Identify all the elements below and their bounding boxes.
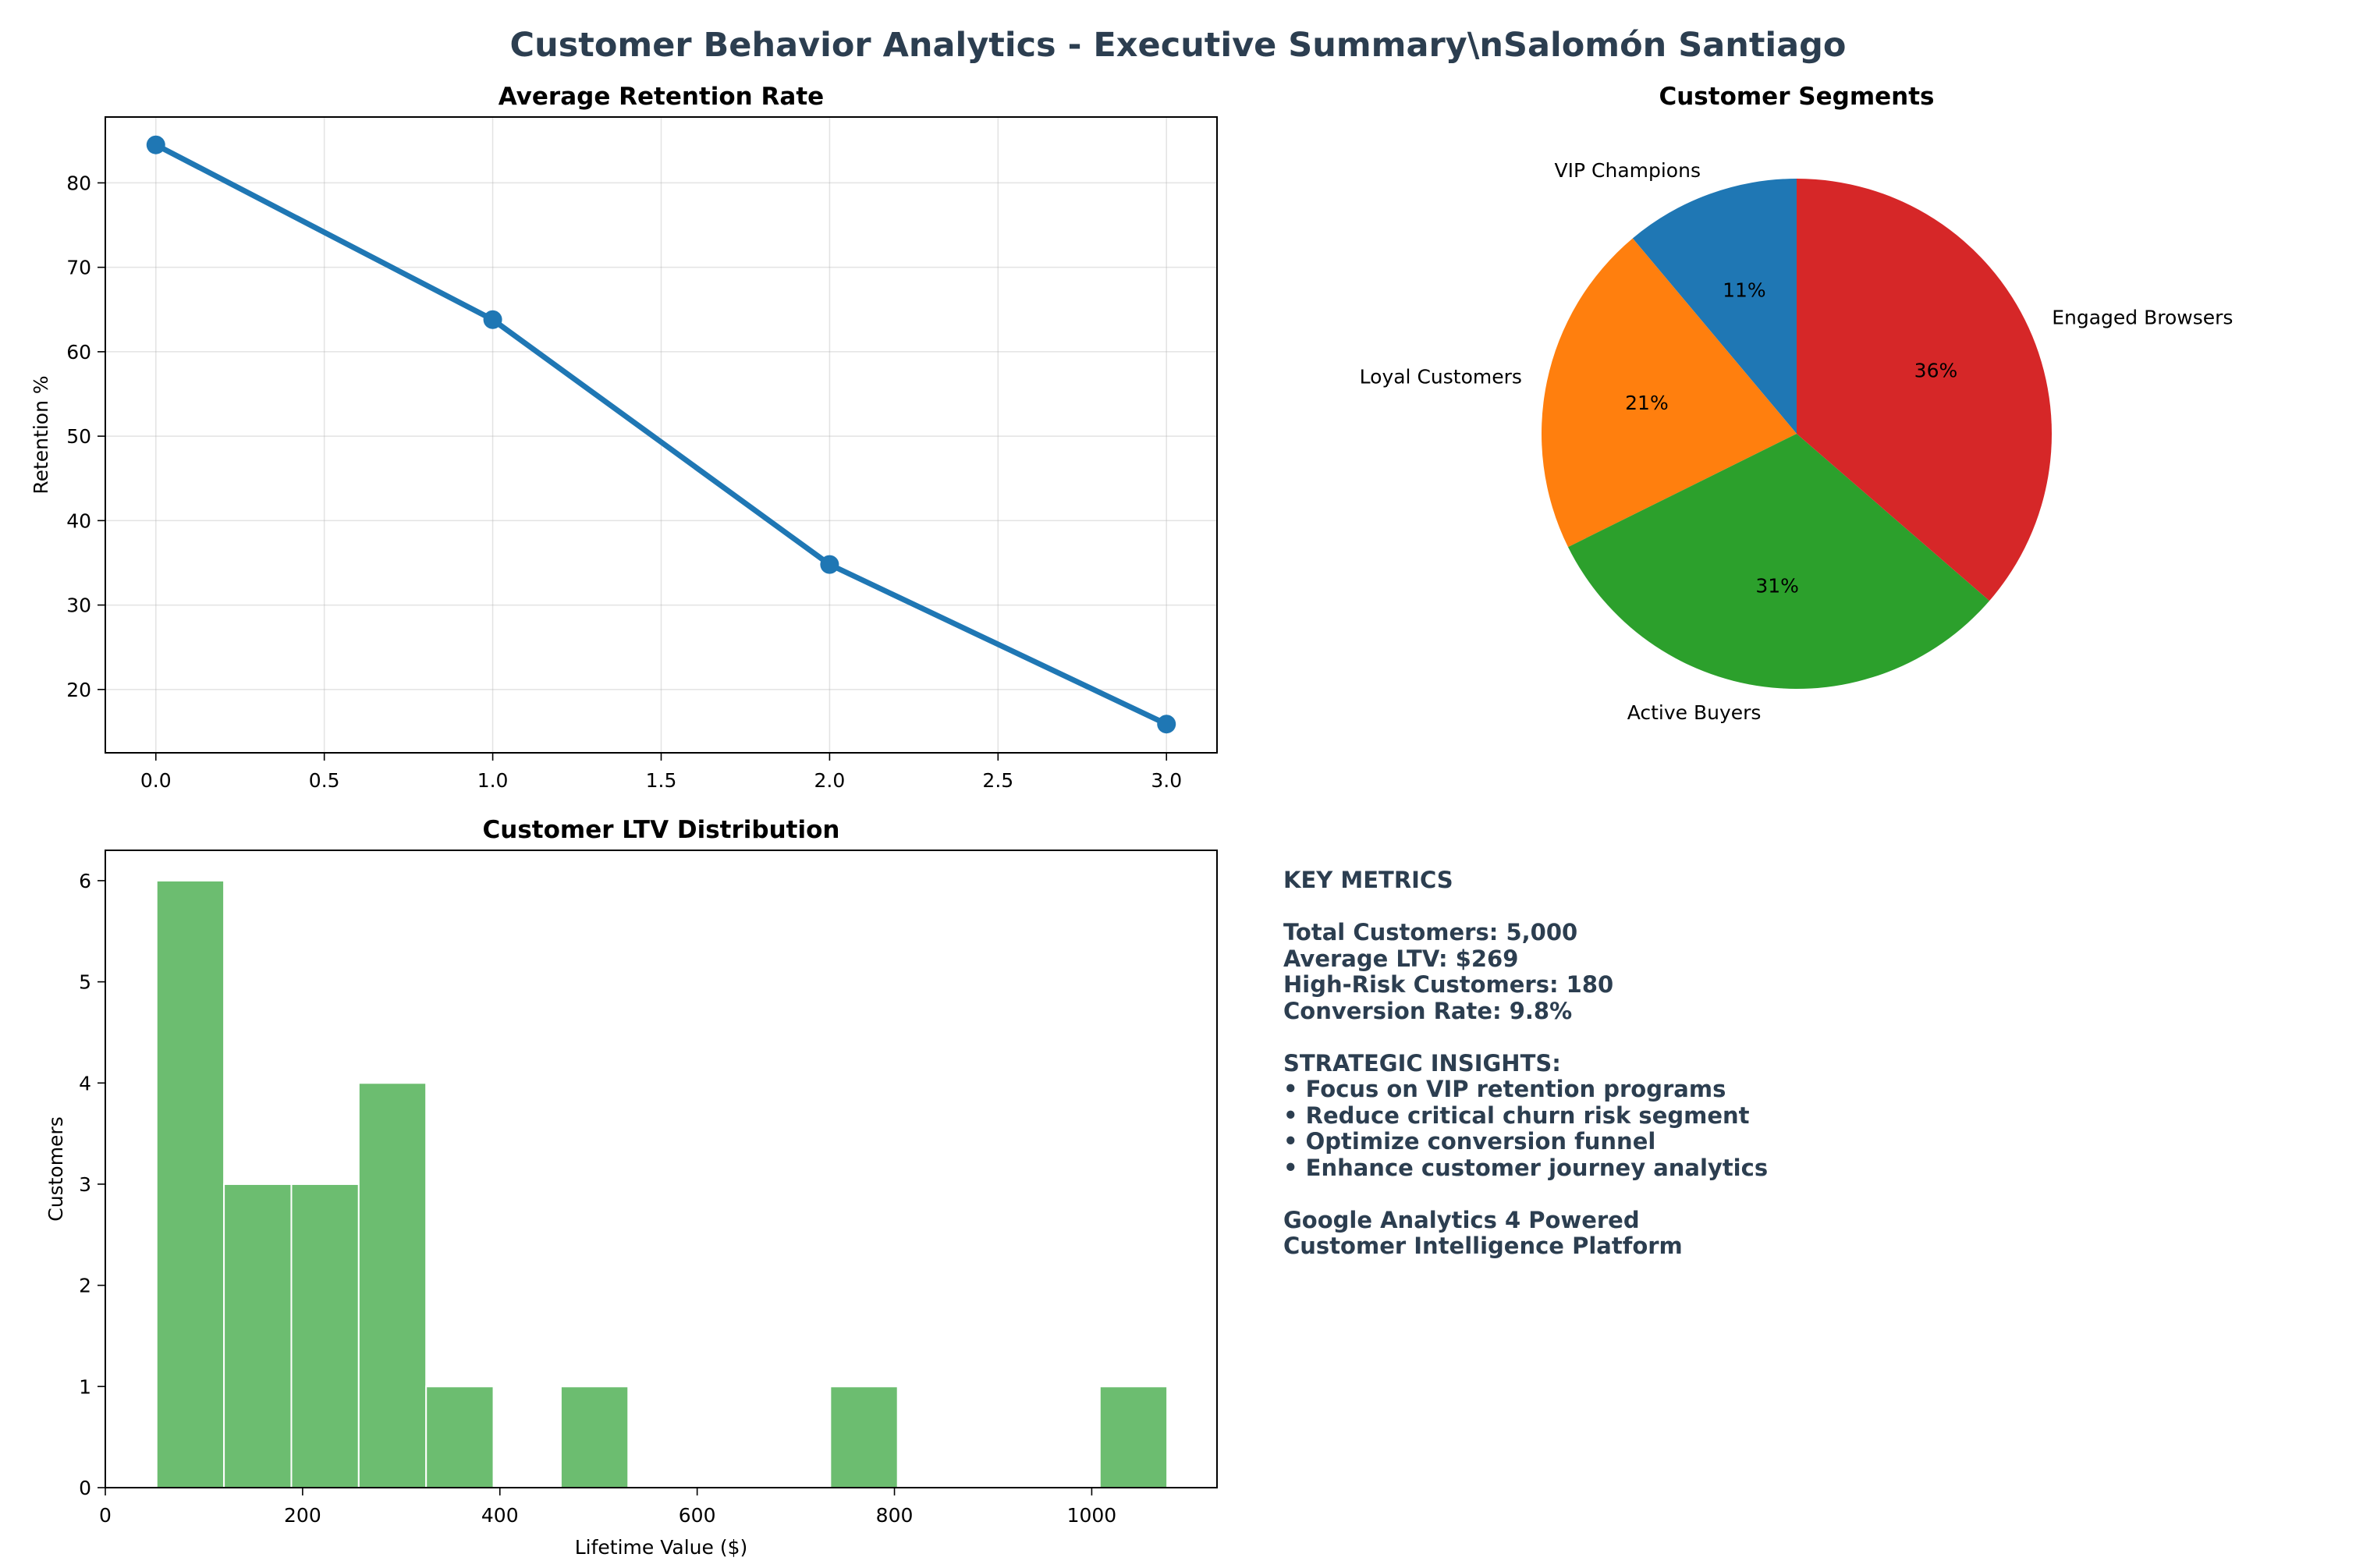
x-tick-label: 0.0 (140, 769, 172, 792)
key-metrics-panel: KEY METRICS Total Customers: 5,000 Average… (1283, 867, 2297, 1260)
retention-series-line (153, 142, 1169, 727)
y-tick-label: 3 (79, 1173, 91, 1196)
ltv-histogram-chart: 0 200 400 600 800 1000 0 1 2 3 4 5 6 Customer LTV Dis… (44, 816, 1218, 1559)
x-axis-label: Lifetime Value ($) (575, 1536, 748, 1559)
metrics-text-line: Google Analytics 4 Powered (1283, 1206, 1640, 1233)
y-tick-label: 40 (66, 509, 91, 532)
y-tick-label: 5 (79, 971, 91, 994)
y-tick-label: 6 (79, 870, 91, 892)
y-tick-label: 50 (66, 425, 91, 448)
figure-title: Customer Behavior Analytics - Executive … (510, 26, 1847, 65)
x-tick-label: 1.5 (646, 769, 677, 792)
histogram-bar (829, 1385, 899, 1489)
x-tick-label: 0.5 (309, 769, 340, 792)
plot-frame (105, 116, 1218, 754)
x-tick-label: 1000 (1067, 1504, 1117, 1527)
y-tick-label: 1 (79, 1375, 91, 1398)
pie-slice (1568, 434, 1990, 690)
y-tick-label: 0 (79, 1477, 91, 1499)
histogram-bar (425, 1385, 495, 1489)
metrics-text-line: Total Customers: 5,000 (1283, 919, 1578, 945)
retention-data-point (146, 135, 165, 154)
pie-percent-label: 36% (1914, 359, 1958, 381)
retention-data-point (820, 555, 839, 574)
x-tick-label: 600 (679, 1504, 716, 1527)
x-tick-label: 200 (284, 1504, 321, 1527)
x-tick-label: 0 (99, 1504, 112, 1527)
pie-percent-label: 21% (1625, 392, 1669, 414)
y-tick-label: 2 (79, 1275, 91, 1297)
y-axis-label: Retention % (30, 375, 52, 494)
y-tick-label: 60 (66, 341, 91, 364)
customer-segments-pie-chart: VIP Champions 11% Loyal Customers 21% Active… (1360, 83, 2234, 724)
metrics-text-line: • Optimize conversion funnel (1283, 1128, 1656, 1155)
x-tick-label: 3.0 (1151, 769, 1182, 792)
x-tick-label: 2.0 (814, 769, 846, 792)
x-tick-label: 1.0 (477, 769, 509, 792)
y-tick-label: 20 (66, 679, 91, 701)
metrics-text-line: High-Risk Customers: 180 (1283, 971, 1614, 998)
metrics-blank-line (1283, 1181, 2297, 1208)
metrics-text-line: • Reduce critical churn risk segment (1283, 1102, 1750, 1129)
histogram-bar (290, 1183, 360, 1488)
chart-title: Customer Segments (1659, 83, 1934, 111)
metrics-text-line: • Focus on VIP retention programs (1283, 1076, 1726, 1102)
y-tick-label: 80 (66, 172, 91, 194)
chart-title: Average Retention Rate (499, 83, 824, 111)
histogram-bar (223, 1183, 293, 1488)
metrics-text-line: • Enhance customer journey analytics (1283, 1154, 1769, 1181)
metrics-text-line: Average LTV: $269 (1283, 945, 1519, 972)
retention-line-chart: 0.0 0.5 1.0 1.5 2.0 2.5 3.0 20 30 40 50 60 70 80 Avera… (30, 83, 1218, 792)
metrics-text-line: STRATEGIC INSIGHTS: (1283, 1049, 1561, 1077)
y-tick-label: 70 (66, 257, 91, 279)
pie-slice (1632, 179, 1797, 434)
pie-percent-label: 11% (1723, 279, 1766, 302)
metrics-text-line: KEY METRICS (1283, 867, 1453, 893)
metrics-text-line: Customer Intelligence Platform (1283, 1233, 1683, 1259)
chart-title: Customer LTV Distribution (483, 816, 840, 844)
x-tick-label: 2.5 (982, 769, 1013, 792)
pie-slice (1797, 178, 2053, 601)
pie-percent-label: 31% (1755, 575, 1799, 598)
pie-slice-label: Engaged Browsers (2052, 307, 2233, 329)
histogram-bar (357, 1082, 428, 1489)
y-axis-label: Customers (44, 1116, 67, 1221)
retention-data-point (483, 310, 502, 329)
metrics-blank-line (1283, 894, 2297, 921)
metrics-text-line: Conversion Rate: 9.8% (1283, 997, 1573, 1024)
plot-frame (105, 850, 1218, 1488)
histogram-bar (1098, 1385, 1169, 1489)
pie-slice-label: Loyal Customers (1360, 365, 1522, 388)
x-tick-label: 400 (481, 1504, 519, 1527)
retention-data-point (1157, 715, 1176, 734)
y-tick-label: 4 (79, 1072, 91, 1094)
x-tick-label: 800 (876, 1504, 914, 1527)
pie-slice-label: Active Buyers (1627, 701, 1762, 724)
pie-slice-label: VIP Champions (1555, 159, 1701, 182)
histogram-bar (559, 1385, 630, 1489)
metrics-blank-line (1283, 1024, 2297, 1051)
y-tick-label: 30 (66, 594, 91, 617)
pie-slice (1542, 238, 1797, 548)
histogram-bar (155, 879, 225, 1488)
